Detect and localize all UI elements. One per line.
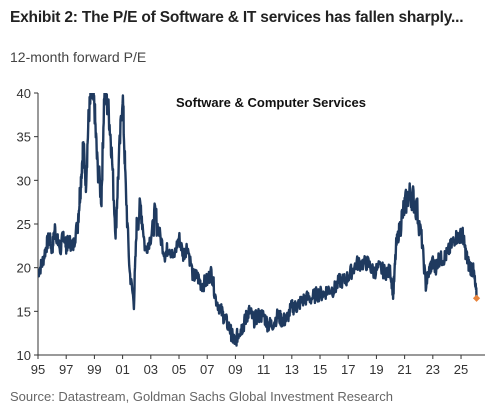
x-tick-label: 23 (426, 362, 440, 377)
x-tick-label: 07 (200, 362, 214, 377)
x-tick-label: 99 (87, 362, 101, 377)
y-tick-label: 25 (17, 217, 31, 232)
chart-title: Exhibit 2: The P/E of Software & IT serv… (10, 9, 464, 26)
y-tick-label: 40 (17, 86, 31, 101)
y-tick-label: 20 (17, 261, 31, 276)
x-tick-label: 03 (144, 362, 158, 377)
series-line (38, 93, 478, 347)
x-tick-label: 97 (59, 362, 73, 377)
x-tick-label: 11 (257, 362, 271, 377)
x-tick-label: 05 (172, 362, 186, 377)
y-tick-label: 15 (17, 304, 31, 319)
last-point-marker (472, 294, 481, 302)
y-tick-label: 10 (17, 348, 31, 363)
x-tick-label: 19 (369, 362, 383, 377)
y-tick-label: 35 (17, 130, 31, 145)
x-tick-label: 95 (31, 362, 45, 377)
x-tick-label: 15 (313, 362, 327, 377)
x-tick-label: 21 (397, 362, 411, 377)
x-tick-label: 01 (115, 362, 129, 377)
x-tick-label: 09 (228, 362, 242, 377)
series-annotation: Software & Computer Services (176, 95, 366, 110)
x-tick-label: 25 (454, 362, 468, 377)
y-tick-label: 30 (17, 173, 31, 188)
y-axis-label: 12-month forward P/E (10, 49, 147, 65)
source-note: Source: Datastream, Goldman Sachs Global… (10, 389, 393, 404)
x-tick-label: 13 (285, 362, 299, 377)
x-tick-label: 17 (341, 362, 355, 377)
